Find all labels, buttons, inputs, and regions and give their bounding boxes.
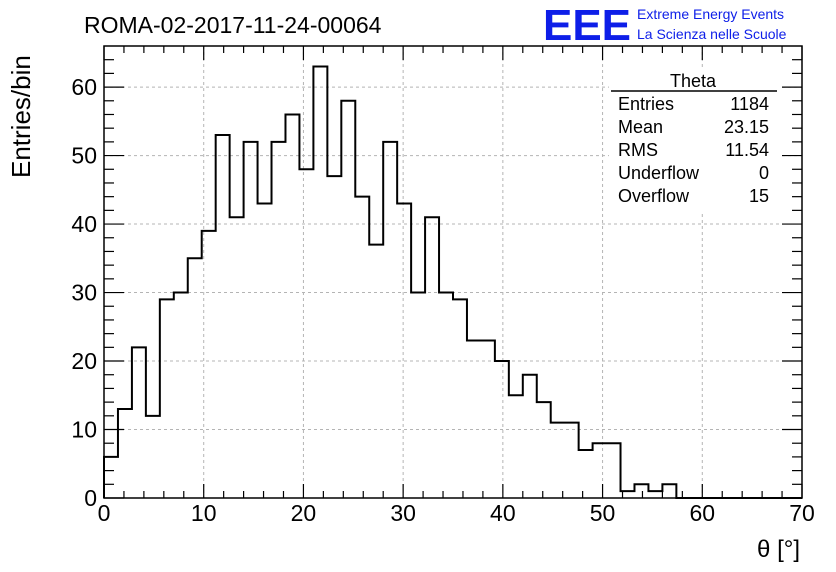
histogram-bin — [634, 484, 648, 498]
stats-box-label: Mean — [618, 117, 663, 137]
x-tick-label: 50 — [590, 500, 616, 526]
chart-title: ROMA-02-2017-11-24-00064 — [84, 12, 382, 38]
y-tick-label: 0 — [84, 485, 97, 511]
stats-box-title: Theta — [670, 71, 717, 91]
y-tick-label: 50 — [71, 143, 97, 169]
histogram-bin — [467, 340, 481, 498]
histogram-bin — [104, 457, 118, 498]
stats-box-label: Underflow — [618, 163, 700, 183]
histogram-bin — [397, 204, 411, 498]
histogram-bin — [160, 299, 174, 498]
x-tick-label: 30 — [390, 500, 416, 526]
x-tick-label: 60 — [689, 500, 715, 526]
histogram-bin — [509, 395, 523, 498]
histogram-bin — [355, 197, 369, 498]
histogram-bin — [285, 114, 299, 498]
stats-box-value: 0 — [759, 163, 769, 183]
stats-box-value: 23.15 — [724, 117, 769, 137]
histogram-bin — [244, 142, 258, 498]
eee-logo-mark: EEE — [543, 1, 631, 50]
x-tick-label: 40 — [490, 500, 516, 526]
histogram-outline — [103, 65, 802, 499]
x-tick-label: 70 — [789, 500, 815, 526]
x-axis-label: θ [°] — [757, 536, 800, 563]
histogram-bin — [648, 491, 662, 498]
y-axis-label: Entries/bin — [6, 55, 36, 178]
histogram-bin — [579, 450, 593, 498]
histogram-bin — [551, 423, 565, 498]
y-tick-label: 60 — [71, 74, 97, 100]
histogram-bin — [425, 217, 439, 498]
stats-box: Theta Entries 1184 Mean 23.15 RMS 11.54 Underf… — [609, 70, 779, 211]
histogram-bin — [662, 484, 676, 498]
stats-box-value: 15 — [749, 186, 769, 206]
stats-box-label: RMS — [618, 140, 658, 160]
stats-box-value: 11.54 — [725, 140, 769, 160]
histogram-bin — [481, 340, 495, 498]
histogram-bin — [383, 142, 397, 498]
histogram-bin — [593, 443, 607, 498]
y-tick-label: 20 — [71, 348, 97, 374]
histogram-bin — [607, 443, 621, 498]
histogram-bin — [230, 217, 244, 498]
histogram-bin — [146, 416, 160, 498]
histogram-bin — [132, 347, 146, 498]
histogram-bin — [313, 67, 327, 498]
histogram-bin — [188, 258, 202, 498]
axis-ticks — [103, 46, 803, 499]
histogram-bin — [258, 204, 272, 498]
eee-logo-line1: Extreme Energy Events — [637, 6, 784, 22]
histogram-bin — [523, 375, 537, 498]
histogram-bin — [439, 293, 453, 498]
histogram-bin — [174, 293, 188, 498]
eee-logo: EEE Extreme Energy Events La Scienza nel… — [543, 1, 787, 50]
eee-logo-line2: La Scienza nelle Scuole — [637, 26, 787, 42]
histogram-bin — [411, 293, 425, 498]
histogram-bin — [216, 135, 230, 498]
histogram-bin — [272, 142, 286, 498]
histogram-bin — [537, 402, 551, 498]
y-tick-label: 40 — [71, 211, 97, 237]
y-tick-label: 30 — [71, 280, 97, 306]
y-tick-label: 10 — [71, 417, 97, 443]
histogram-bin — [565, 423, 579, 498]
stats-box-label: Overflow — [618, 186, 690, 206]
plot-frame — [103, 45, 803, 499]
histogram-bin — [369, 245, 383, 498]
x-tick-labels: 0 10 20 30 40 50 60 70 — [98, 500, 815, 526]
stats-box-value: 1184 — [730, 94, 769, 114]
stats-box-label: Entries — [618, 94, 674, 114]
x-tick-label: 20 — [291, 500, 317, 526]
x-tick-label: 10 — [191, 500, 217, 526]
histogram-bin — [118, 409, 132, 498]
x-tick-label: 0 — [98, 500, 111, 526]
y-tick-labels: 0 10 20 30 40 50 60 — [71, 74, 97, 511]
histogram-bins — [104, 67, 676, 498]
histogram-bin — [299, 169, 313, 498]
histogram-bin — [341, 101, 355, 498]
histogram-bin — [453, 299, 467, 498]
